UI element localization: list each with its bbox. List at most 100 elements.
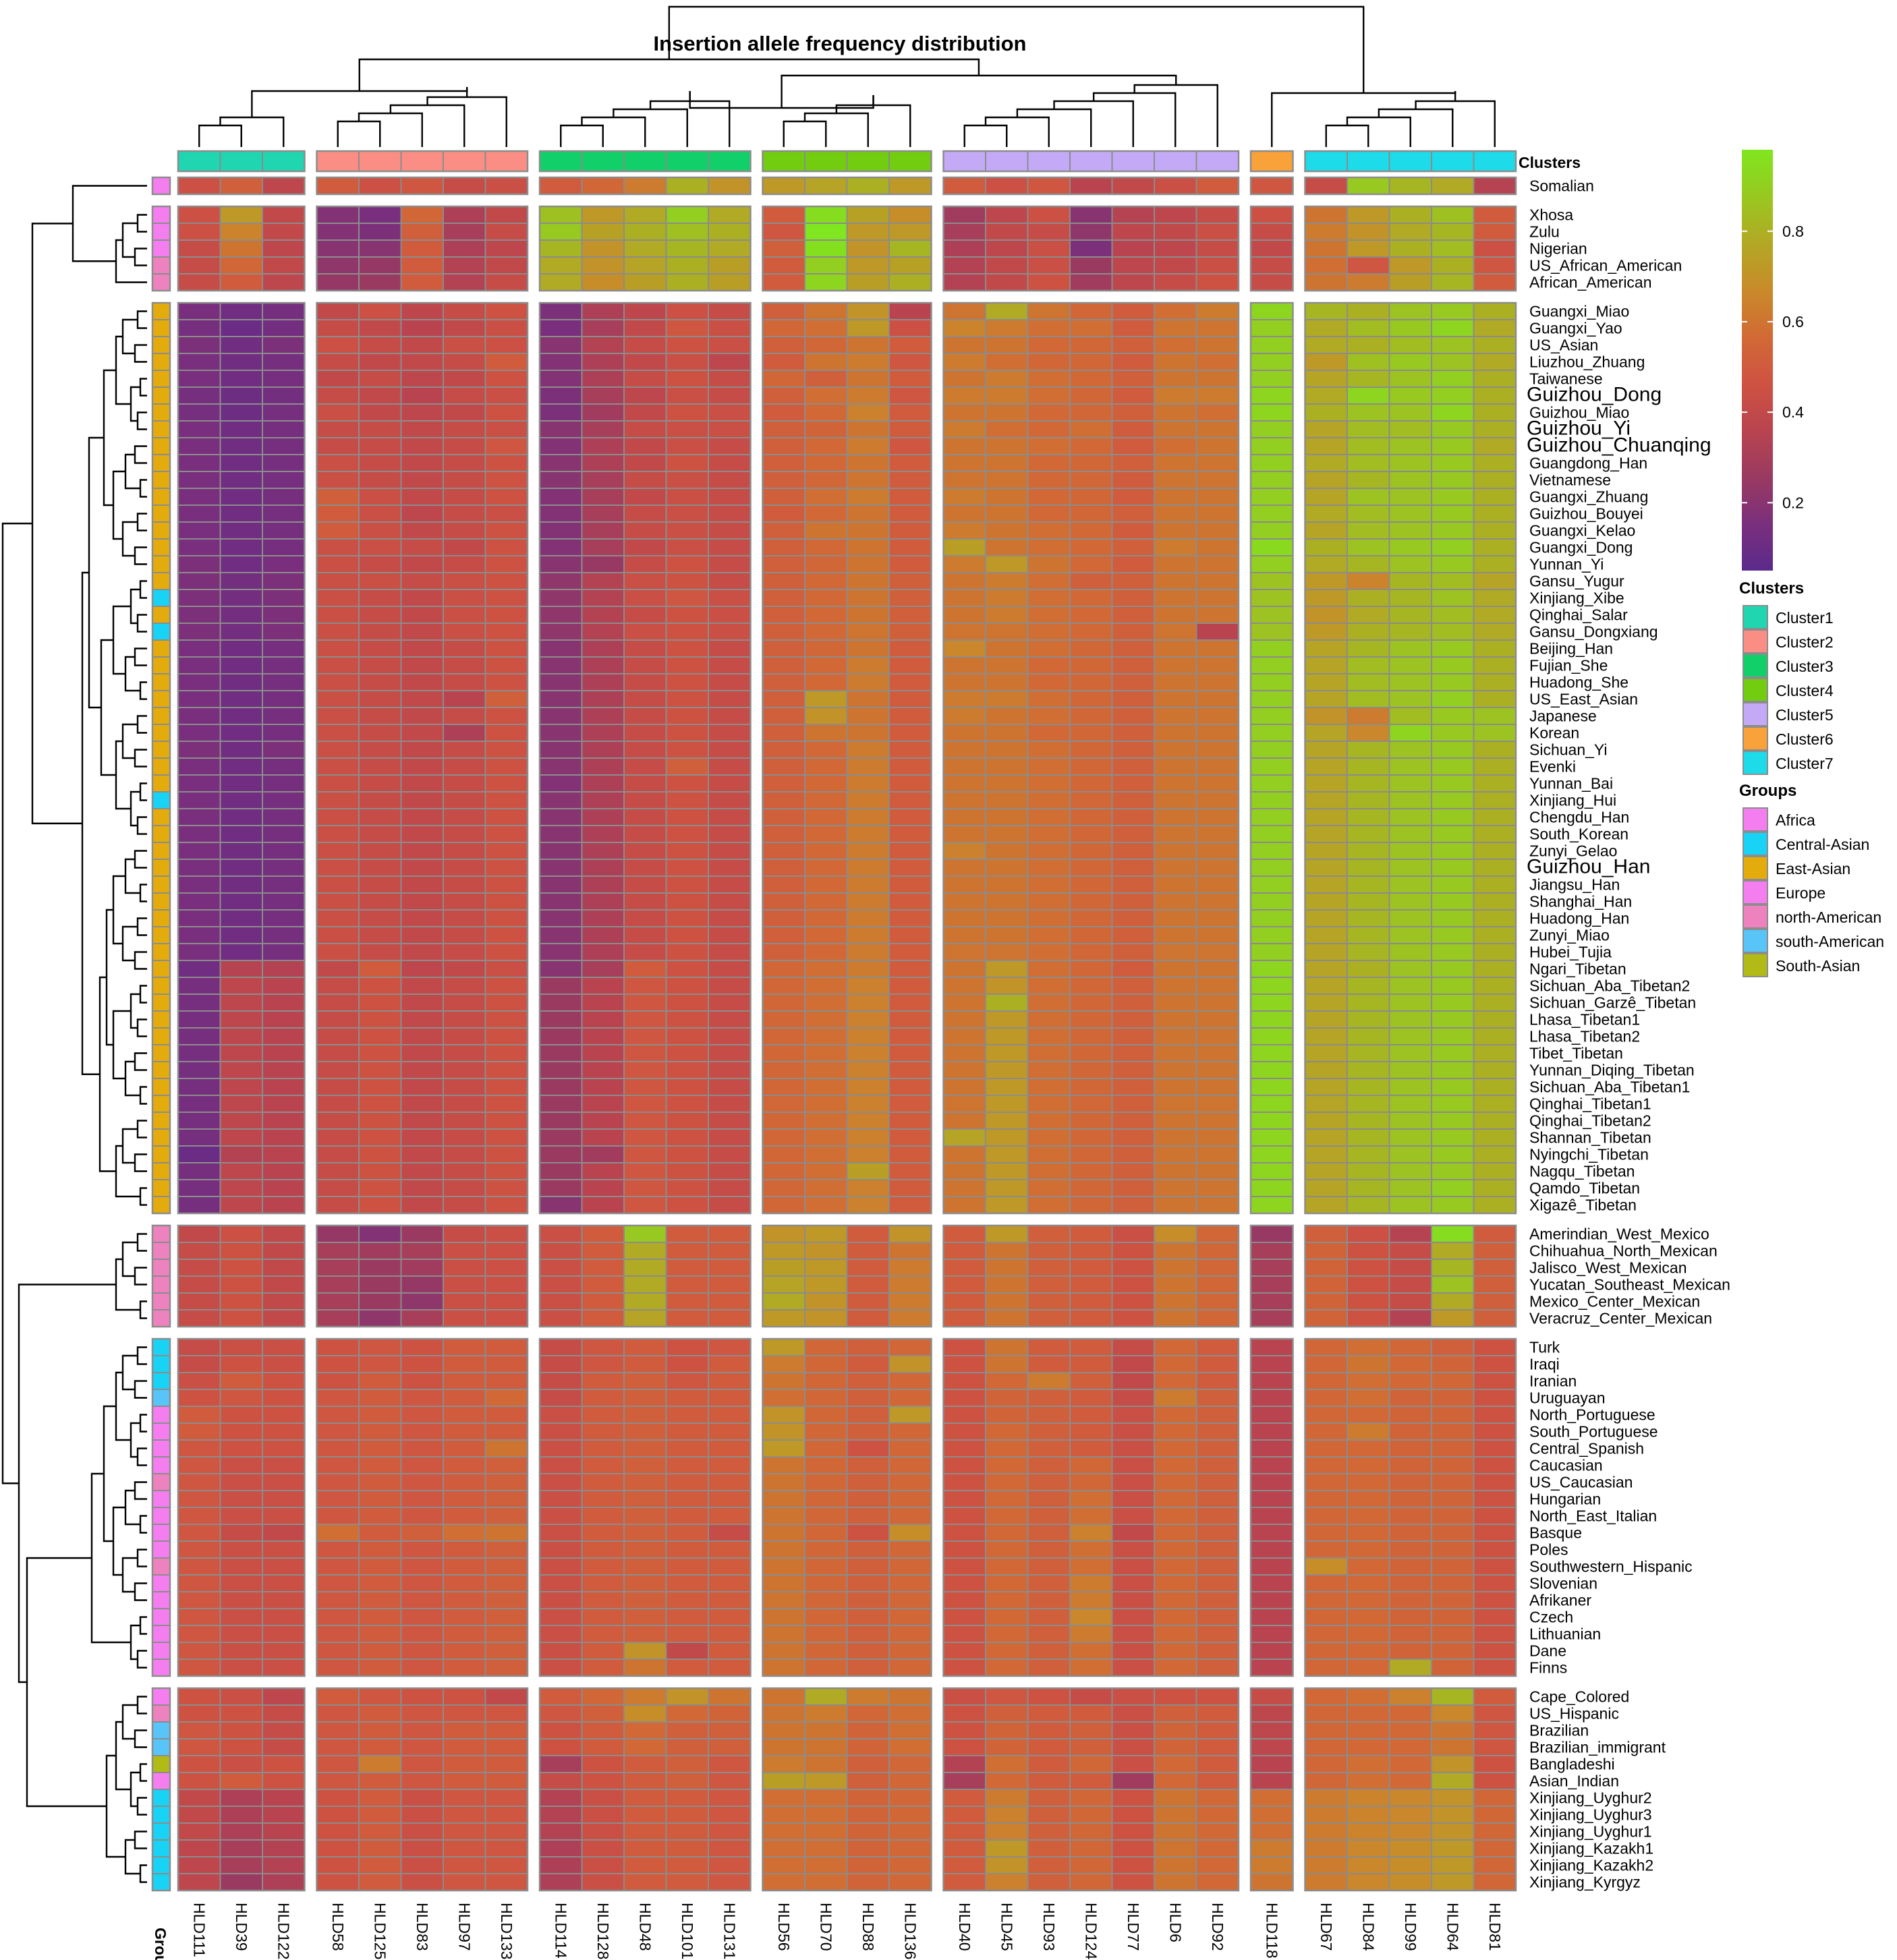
heatmap-cell-amerindian-west-mexico-hld81 — [1473, 1225, 1517, 1243]
heatmap-cell-sichuan-garz-tibetan-hld133 — [484, 993, 528, 1012]
clusters-legend-label-cluster6: Cluster6 — [1776, 730, 1834, 748]
heatmap-cell-slovenian-hld118 — [1250, 1574, 1294, 1592]
heatmap-cell-cape-colored-hld97 — [443, 1688, 486, 1706]
heatmap-cell-zunyi-gelao-hld122 — [262, 842, 306, 860]
heatmap-cell-caucasian-hld88 — [846, 1456, 890, 1474]
heatmap-cell-xinjiang-kyrgyz-hld99 — [1388, 1873, 1432, 1891]
heatmap-cell-guizhou-han-hld99 — [1388, 859, 1432, 877]
heatmap-cell-zulu-hld125 — [358, 223, 402, 241]
heatmap-cell-qinghai-tibetan1-hld101 — [665, 1095, 709, 1113]
heatmap-cell-somalian-hld93 — [1027, 177, 1071, 195]
heatmap-cell-bangladeshi-hld124 — [1069, 1755, 1113, 1773]
heatmap-cell-amerindian-west-mexico-hld133 — [484, 1225, 528, 1243]
heatmap-cell-us-african-american-hld97 — [443, 256, 486, 275]
heatmap-cell-guangxi-yao-hld70 — [804, 319, 848, 337]
heatmap-cell-sichuan-yi-hld131 — [708, 741, 752, 759]
heatmap-cell-xhosa-hld81 — [1473, 206, 1517, 224]
heatmap-cell-uruguayan-hld99 — [1388, 1389, 1432, 1407]
heatmap-cell-nigerian-hld111 — [177, 239, 221, 258]
heatmap-cell-lhasa-tibetan1-hld39 — [219, 1010, 263, 1029]
heatmap-cell-xinjiang-uyghur3-hld56 — [762, 1806, 805, 1824]
groups-legend-swatch-africa — [1743, 807, 1768, 832]
heatmap-cell-xinjiang-kyrgyz-hld92 — [1195, 1873, 1239, 1891]
heatmap-cell-guizhou-han-hld40 — [942, 859, 986, 877]
heatmap-cell-xinjiang-kazakh1-hld77 — [1111, 1839, 1155, 1857]
heatmap-cell-south-korean-hld131 — [708, 825, 752, 843]
heatmap-cell-korean-hld67 — [1304, 724, 1348, 742]
heatmap-cell-yunnan-diqing-tibetan-hld81 — [1473, 1061, 1517, 1079]
row-label-huadong-han: Huadong_Han — [1529, 910, 1629, 927]
heatmap-cell-evenki-hld48 — [623, 757, 667, 776]
heatmap-cell-shanghai-han-hld88 — [846, 892, 890, 911]
heatmap-cell-qamdo-tibetan-hld99 — [1388, 1179, 1432, 1197]
heatmap-cell-xinjiang-uyghur1-hld122 — [262, 1822, 306, 1841]
heatmap-cell-us-east-asian-hld64 — [1431, 690, 1475, 708]
heatmap-cell-southwestern-hispanic-hld97 — [443, 1557, 486, 1576]
heatmap-cell-iraqi-hld114 — [539, 1355, 583, 1373]
heatmap-cell-yunnan-diqing-tibetan-hld56 — [762, 1061, 805, 1079]
heatmap-cell-southwestern-hispanic-hld101 — [665, 1557, 709, 1576]
group-annotation-xinjiang-uyghur1 — [152, 1822, 171, 1841]
heatmap-cell-us-hispanic-hld67 — [1304, 1704, 1348, 1723]
heatmap-cell-us-african-american-hld124 — [1069, 256, 1113, 275]
heatmap-cell-chihuahua-north-mexican-hld40 — [942, 1242, 986, 1260]
heatmap-cell-guizhou-yi-hld58 — [316, 420, 360, 438]
heatmap-cell-guangxi-kelao-hld84 — [1347, 521, 1390, 540]
heatmap-cell-guangxi-yao-hld122 — [262, 319, 306, 337]
heatmap-cell-liuzhou-zhuang-hld48 — [623, 353, 667, 371]
heatmap-cell-xinjiang-uyghur1-hld133 — [484, 1822, 528, 1841]
heatmap-cell-slovenian-hld124 — [1069, 1574, 1113, 1592]
heatmap-cell-southwestern-hispanic-hld131 — [708, 1557, 752, 1576]
heatmap-cell-guizhou-yi-hld70 — [804, 420, 848, 438]
heatmap-cell-yunnan-yi-hld58 — [316, 555, 360, 573]
heatmap-cell-liuzhou-zhuang-hld131 — [708, 353, 752, 371]
heatmap-cell-brazilian-immigrant-hld97 — [443, 1738, 486, 1756]
heatmap-cell-south-korean-hld81 — [1473, 825, 1517, 843]
heatmap-cell-guizhou-bouyei-hld39 — [219, 505, 263, 523]
heatmap-cell-ngari-tibetan-hld88 — [846, 960, 890, 978]
heatmap-cell-poles-hld67 — [1304, 1540, 1348, 1559]
heatmap-cell-us-east-asian-hld93 — [1027, 690, 1071, 708]
heatmap-cell-north-east-italian-hld83 — [400, 1507, 444, 1525]
heatmap-cell-brazilian-hld45 — [985, 1721, 1029, 1739]
heatmap-cell-turk-hld92 — [1195, 1338, 1239, 1356]
heatmap-cell-guangxi-miao-hld133 — [484, 302, 528, 320]
heatmap-block-outline — [942, 1337, 1240, 1677]
heatmap-cell-korean-hld97 — [443, 724, 486, 742]
heatmap-cell-guangdong-han-hld122 — [262, 454, 306, 472]
heatmap-cell-gansu-dongxiang-hld84 — [1347, 623, 1390, 641]
heatmap-cell-qinghai-tibetan2-hld133 — [484, 1112, 528, 1130]
heatmap-cell-basque-hld84 — [1347, 1524, 1390, 1542]
heatmap-cell-sichuan-aba-tibetan1-hld111 — [177, 1078, 221, 1096]
heatmap-cell-guizhou-dong-hld93 — [1027, 386, 1071, 405]
heatmap-cell-guizhou-yi-hld45 — [985, 420, 1029, 438]
heatmap-cell-us-caucasian-hld133 — [484, 1473, 528, 1491]
heatmap-cell-uruguayan-hld45 — [985, 1389, 1029, 1407]
heatmap-cell-brazilian-immigrant-hld83 — [400, 1738, 444, 1756]
heatmap-cell-jiangsu-han-hld39 — [219, 875, 263, 894]
heatmap-cell-yucatan-southeast-mexican-hld99 — [1388, 1275, 1432, 1294]
heatmap-cell-somalian-hld67 — [1304, 177, 1348, 195]
heatmap-cell-finns-hld84 — [1347, 1659, 1390, 1677]
heatmap-cell-qinghai-tibetan2-hld84 — [1347, 1112, 1390, 1130]
heatmap-cell-huadong-han-hld136 — [888, 909, 932, 927]
heatmap-cell-guangxi-zhuang-hld97 — [443, 488, 486, 506]
heatmap-cell-zunyi-gelao-hld83 — [400, 842, 444, 860]
heatmap-cell-zulu-hld70 — [804, 223, 848, 241]
heatmap-cell-evenki-hld114 — [539, 757, 583, 776]
group-annotation-guizhou-dong — [152, 386, 171, 405]
heatmap-cell-zunyi-gelao-hld39 — [219, 842, 263, 860]
heatmap-cell-vietnamese-hld67 — [1304, 471, 1348, 489]
heatmap-cell-brazilian-immigrant-hld114 — [539, 1738, 583, 1756]
heatmap-cell-shannan-tibetan-hld70 — [804, 1128, 848, 1147]
heatmap-cell-asian-indian-hld77 — [1111, 1772, 1155, 1790]
heatmap-cell-cape-colored-hld83 — [400, 1688, 444, 1706]
heatmap-cell-turk-hld133 — [484, 1338, 528, 1356]
heatmap-cell-iraqi-hld101 — [665, 1355, 709, 1373]
heatmap-cell-caucasian-hld93 — [1027, 1456, 1071, 1474]
heatmap-cell-yunnan-diqing-tibetan-hld40 — [942, 1061, 986, 1079]
heatmap-cell-czech-hld124 — [1069, 1608, 1113, 1626]
heatmap-cell-guizhou-chuanqing-hld128 — [581, 437, 625, 455]
heatmap-block-outline — [538, 1687, 752, 1892]
heatmap-cell-xinjiang-kazakh1-hld48 — [623, 1839, 667, 1857]
